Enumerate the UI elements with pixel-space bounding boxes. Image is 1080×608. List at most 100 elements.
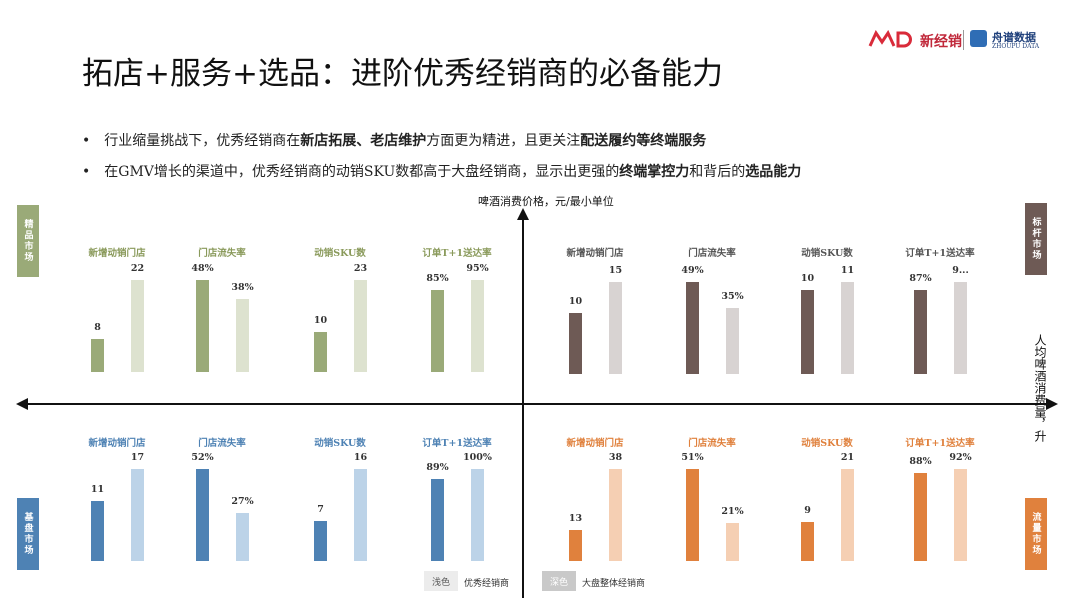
value-label: 100% bbox=[463, 452, 492, 463]
quadrant-label: 标杆市场 bbox=[1025, 203, 1047, 275]
metric-name: 动销SKU数 bbox=[801, 248, 853, 259]
legend-name: 大盘整体经销商 bbox=[582, 579, 646, 589]
value-label: 17 bbox=[130, 452, 145, 463]
logo-icon-2 bbox=[970, 30, 987, 47]
divider bbox=[963, 30, 964, 50]
value-label: 10 bbox=[313, 315, 328, 326]
quadrant-label: 基盘市场 bbox=[17, 498, 39, 570]
value-label: 87% bbox=[909, 272, 932, 284]
legend-name: 优秀经销商 bbox=[464, 579, 510, 589]
metric-name: 门店流失率 bbox=[688, 248, 736, 259]
value-label: 49% bbox=[681, 265, 704, 276]
value-label: 92% bbox=[949, 452, 972, 463]
value-label: 48% bbox=[191, 263, 214, 274]
metric-name: 订单T+1送达率 bbox=[905, 248, 975, 259]
legend-swatch: 浅色 bbox=[424, 571, 458, 591]
bar bbox=[471, 469, 484, 561]
value-label: 95% bbox=[466, 263, 489, 274]
bar bbox=[569, 312, 582, 374]
bar bbox=[609, 469, 622, 561]
bullet: • 行业缩量挑战下，优秀经销商在新店拓展、老店维护方面更为精进，且更关注配送履约… bbox=[82, 133, 707, 149]
bullet: • 在GMV增长的渠道中，优秀经销商的动销SKU数都高于大盘经销商，显示出更强的… bbox=[82, 164, 802, 180]
bar bbox=[354, 280, 367, 372]
value-label: 89% bbox=[426, 462, 449, 474]
logo-right-sub: ZHOUPU DATA bbox=[992, 43, 1040, 50]
logo-right: 舟谱数据 bbox=[992, 31, 1036, 44]
value-label: 88% bbox=[909, 456, 932, 467]
value-label: 85% bbox=[426, 272, 449, 284]
bar bbox=[196, 280, 209, 372]
bar bbox=[91, 338, 104, 372]
value-label: 21% bbox=[721, 506, 744, 518]
bar bbox=[569, 529, 582, 561]
value-label: 16 bbox=[353, 452, 368, 463]
y-axis-label: 啤酒消费价格，元/最小单位 bbox=[478, 195, 614, 208]
bar bbox=[914, 289, 927, 374]
metric-name: 订单T+1送达率 bbox=[905, 438, 975, 449]
bullet-text: 在GMV增长的渠道中，优秀经销商的动销SKU数都高于大盘经销商，显示出更强的 bbox=[104, 164, 620, 180]
metric-name: 订单T+1送达率 bbox=[422, 438, 492, 449]
value-label: 15 bbox=[608, 265, 623, 276]
bar bbox=[801, 521, 814, 561]
bullet-text: 终端掌控力 bbox=[619, 164, 690, 180]
y-axis bbox=[522, 212, 524, 598]
legend-swatch: 深色 bbox=[542, 571, 576, 591]
logo-left: 新经销 bbox=[920, 34, 962, 50]
bar bbox=[801, 290, 814, 374]
bar bbox=[431, 289, 444, 372]
bullet-text: 新店拓展、老店维护 bbox=[300, 133, 427, 149]
value-label: 13 bbox=[568, 512, 583, 524]
value-label: 22 bbox=[130, 263, 145, 274]
metric-name: 门店流失率 bbox=[198, 438, 246, 449]
bullet-text: 配送履约等终端服务 bbox=[580, 133, 707, 149]
bar bbox=[954, 282, 967, 374]
bullet-text: 选品能力 bbox=[745, 164, 802, 180]
metric-name: 新增动销门店 bbox=[88, 438, 146, 449]
metric-name: 门店流失率 bbox=[688, 438, 736, 449]
bar bbox=[236, 299, 249, 372]
bullet-text: 行业缩量挑战下，优秀经销商在 bbox=[104, 133, 301, 149]
bullet-text: 和背后的 bbox=[689, 164, 746, 180]
bar bbox=[91, 501, 104, 561]
x-axis-label: 人均啤酒消费量，升 bbox=[1033, 334, 1047, 442]
logo-icon bbox=[868, 29, 916, 48]
value-label: 52% bbox=[191, 452, 214, 463]
value-label: 38 bbox=[608, 452, 623, 463]
quadrant-label: 流量市场 bbox=[1025, 498, 1047, 570]
bar bbox=[314, 520, 327, 561]
metric-name: 动销SKU数 bbox=[801, 438, 853, 449]
title: 拓店+服务+选品：进阶优秀经销商的必备能力 bbox=[82, 56, 723, 92]
metric-name: 门店流失率 bbox=[198, 248, 246, 259]
bar bbox=[354, 469, 367, 561]
bar bbox=[609, 282, 622, 374]
bar bbox=[686, 469, 699, 561]
bar bbox=[841, 282, 854, 374]
bar bbox=[726, 308, 739, 374]
value-label: 9... bbox=[952, 265, 969, 276]
value-label: 11 bbox=[90, 484, 105, 496]
bar bbox=[841, 469, 854, 561]
bar bbox=[471, 280, 484, 372]
bar bbox=[726, 523, 739, 561]
value-label: 51% bbox=[681, 452, 704, 463]
metric-name: 新增动销门店 bbox=[566, 438, 624, 449]
bar bbox=[314, 332, 327, 372]
value-label: 27% bbox=[231, 496, 254, 508]
bar bbox=[236, 513, 249, 561]
value-label: 9 bbox=[804, 504, 811, 516]
bar bbox=[954, 469, 967, 561]
value-label: 21 bbox=[840, 452, 855, 463]
metric-name: 新增动销门店 bbox=[566, 248, 624, 259]
bar bbox=[686, 282, 699, 374]
value-label: 10 bbox=[800, 273, 815, 285]
value-label: 10 bbox=[568, 295, 583, 307]
bar bbox=[196, 469, 209, 561]
metric-name: 动销SKU数 bbox=[314, 248, 366, 259]
bar bbox=[131, 280, 144, 372]
bar bbox=[131, 469, 144, 561]
value-label: 7 bbox=[317, 503, 324, 515]
quadrant-label: 精品市场 bbox=[17, 205, 39, 277]
value-label: 11 bbox=[840, 265, 855, 276]
bar bbox=[914, 473, 927, 561]
